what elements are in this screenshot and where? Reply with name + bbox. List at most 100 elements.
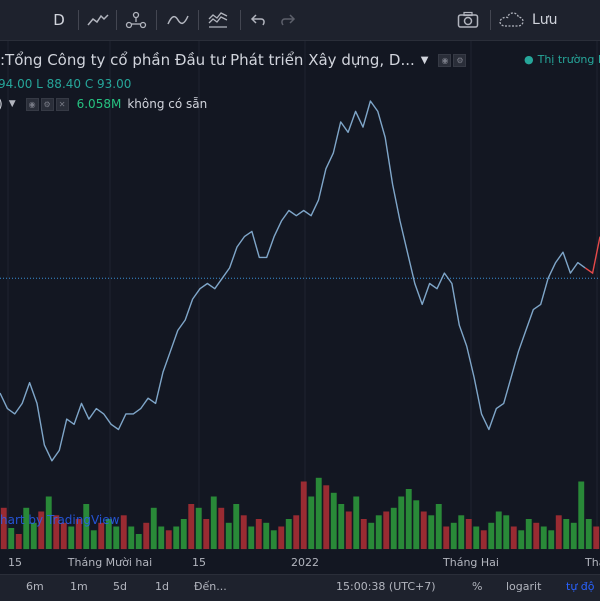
volume-legend[interactable]: ) ▼ ◉ ⚙ ✕ 6.058M không có sẵn <box>0 97 207 111</box>
volume-bar <box>323 485 330 550</box>
volume-bar <box>240 515 247 550</box>
chart-style-line-icon[interactable] <box>84 7 112 33</box>
eye-icon[interactable]: ◉ <box>438 53 452 67</box>
toolbar-divider <box>490 10 491 30</box>
volume-bar <box>533 522 540 550</box>
eye-icon[interactable]: ◉ <box>25 97 39 111</box>
time-axis-label: Thá <box>585 556 600 569</box>
bottom-toolbar: 6m 1m 5d 1d Đến... 15:00:38 (UTC+7) % lo… <box>0 574 600 601</box>
symbol-title[interactable]: :Tổng Công ty cổ phần Đầu tư Phát triển … <box>0 51 415 69</box>
volume-menu-caret-icon[interactable]: ▼ <box>8 99 16 109</box>
vertical-grid <box>7 41 598 550</box>
volume-bar <box>8 528 15 549</box>
auto-scale-toggle[interactable]: tự độ <box>566 580 595 593</box>
volume-bar <box>450 522 457 550</box>
volume-bar <box>45 496 52 549</box>
volume-bar <box>593 526 600 549</box>
volume-bar <box>548 530 555 550</box>
goto-date-button[interactable]: Đến... <box>194 580 227 593</box>
save-button[interactable]: Lưu <box>498 7 598 33</box>
volume-bar <box>233 504 240 549</box>
market-status-dot-icon: ● <box>524 53 534 66</box>
indicators-icon[interactable] <box>122 7 150 33</box>
market-status[interactable]: ● Thị trường M <box>524 53 600 66</box>
time-axis-label: Tháng Mười hai <box>67 556 153 569</box>
volume-bar <box>278 526 285 549</box>
undo-icon[interactable] <box>246 7 270 33</box>
volume-bar <box>203 519 210 549</box>
market-status-label: Thị trường M <box>537 53 600 66</box>
time-axis-label: 15 <box>8 556 22 569</box>
volume-bars <box>0 477 600 550</box>
volume-bar <box>413 500 420 550</box>
volume-bar <box>0 507 7 550</box>
toolbar-divider <box>116 10 117 30</box>
volume-bar <box>150 507 157 550</box>
settings-icon[interactable]: ⚙ <box>453 53 467 67</box>
volume-bar <box>555 515 562 550</box>
close-icon[interactable]: ✕ <box>55 97 69 111</box>
volume-bar <box>30 522 37 550</box>
volume-bar <box>465 519 472 549</box>
volume-bar <box>60 522 67 550</box>
ohlc-legend: 94.00 L 88.40 C 93.00 <box>0 77 131 91</box>
price-series <box>0 100 600 462</box>
volume-bar <box>255 519 262 549</box>
compare-wave-icon[interactable] <box>164 7 192 33</box>
volume-bar <box>353 496 360 549</box>
volume-bar <box>525 519 532 549</box>
volume-bar <box>75 519 82 549</box>
symbol-menu-caret-icon[interactable]: ▼ <box>420 54 429 66</box>
toolbar-divider <box>198 10 199 30</box>
volume-bar <box>345 511 352 549</box>
ohlc-values: 94.00 L 88.40 C 93.00 <box>0 77 132 91</box>
price-series-line <box>0 100 586 462</box>
chart-area[interactable]: :Tổng Công ty cổ phần Đầu tư Phát triển … <box>0 41 600 550</box>
volume-bar <box>68 526 75 549</box>
range-button[interactable]: 6m <box>26 580 44 593</box>
top-toolbar: D Lưu <box>0 0 600 41</box>
range-button[interactable]: 5d <box>113 580 127 593</box>
percent-toggle[interactable]: % <box>472 580 483 593</box>
save-label: Lưu <box>532 12 558 28</box>
log-toggle[interactable]: logarit <box>506 580 542 593</box>
volume-bar <box>585 519 592 549</box>
volume-bar <box>285 519 292 549</box>
price-chart[interactable] <box>0 41 600 550</box>
settings-icon[interactable]: ⚙ <box>40 97 54 111</box>
tradingview-watermark[interactable]: hart by TradingView <box>0 513 120 527</box>
range-button[interactable]: 1d <box>155 580 169 593</box>
volume-bar <box>248 526 255 549</box>
volume-bar <box>165 530 172 550</box>
volume-bar <box>15 534 22 549</box>
interval-button[interactable]: D <box>53 11 65 29</box>
price-series-last-segment <box>584 236 600 275</box>
symbol-legend[interactable]: :Tổng Công ty cổ phần Đầu tư Phát triển … <box>0 51 468 69</box>
volume-bar <box>210 496 217 549</box>
volume-bar <box>53 515 60 550</box>
time-axis[interactable]: 15 Tháng Mười hai 15 2022 Tháng Hai Thá <box>0 550 600 574</box>
volume-value: 6.058M <box>76 97 122 111</box>
camera-icon[interactable] <box>454 7 482 33</box>
volume-bar <box>128 526 135 549</box>
toolbar-divider <box>156 10 157 30</box>
volume-bar <box>360 519 367 549</box>
volume-bar <box>38 511 45 549</box>
redo-icon[interactable] <box>276 7 300 33</box>
volume-bar <box>578 481 585 549</box>
volume-bar <box>473 526 480 549</box>
volume-bar <box>90 530 97 550</box>
clock-time[interactable]: 15:00:38 (UTC+7) <box>336 580 436 593</box>
volume-bar <box>458 515 465 550</box>
volume-bar <box>495 511 502 549</box>
volume-bar <box>225 522 232 550</box>
volume-bar <box>375 515 382 550</box>
volume-bar <box>120 515 127 550</box>
volume-bar <box>428 515 435 550</box>
range-button[interactable]: 1m <box>70 580 88 593</box>
templates-icon[interactable] <box>204 7 232 33</box>
volume-bar <box>563 519 570 549</box>
volume-bar <box>308 496 315 549</box>
volume-bar <box>263 522 270 550</box>
volume-bar <box>570 522 577 550</box>
